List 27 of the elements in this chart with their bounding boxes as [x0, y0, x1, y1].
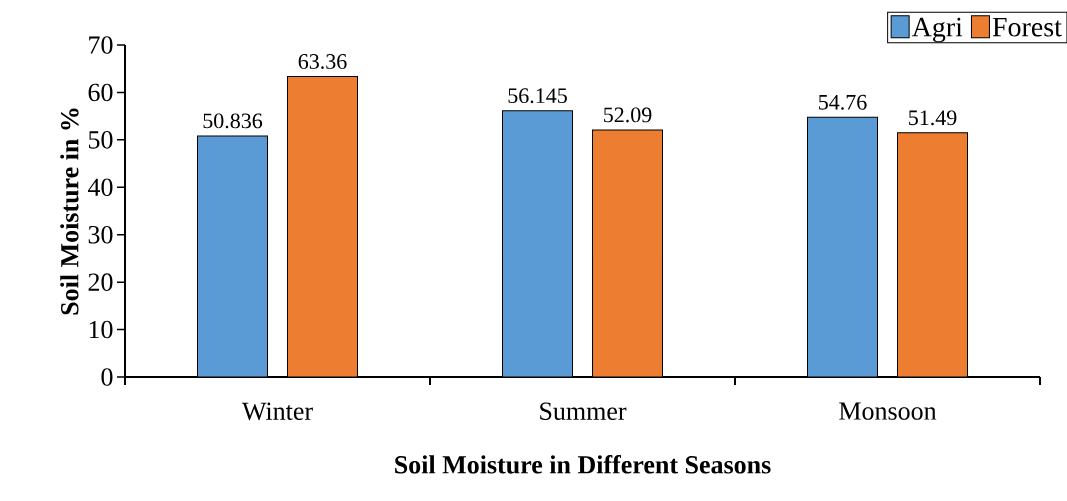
y-tick-label: 10: [89, 320, 113, 339]
y-tick-label: 20: [88, 273, 113, 291]
x-tick-label: Winter: [241, 402, 313, 421]
y-tick-label: 60: [88, 83, 113, 102]
bar: [502, 110, 574, 377]
y-axis-title: Soil Moisture in %: [60, 108, 79, 315]
data-label: 54.76: [819, 94, 867, 110]
x-tick-label: Monsoon: [839, 402, 937, 420]
data-label: 63.36: [298, 54, 347, 69]
x-tick-label: Summer: [540, 402, 627, 420]
y-tick-label: 70: [89, 36, 113, 54]
data-label: 56.145: [508, 88, 567, 104]
y-tick-label: 30: [88, 225, 113, 244]
bar: [897, 132, 969, 377]
legend-label: Forest: [992, 17, 1062, 37]
y-tick-label: 0: [101, 368, 113, 386]
y-tick-label: 50: [88, 131, 113, 149]
legend-label: Agri: [911, 17, 963, 43]
y-tick-label: 40: [87, 178, 113, 197]
bar: [807, 116, 879, 377]
data-label: 51.49: [909, 110, 957, 126]
bar: [197, 135, 269, 377]
bar: [592, 129, 664, 377]
bar: [287, 76, 359, 377]
data-label: 50.836: [203, 113, 263, 129]
data-label: 52.09: [604, 107, 652, 123]
x-axis-title: Soil Moisture in Different Seasons: [395, 455, 771, 474]
